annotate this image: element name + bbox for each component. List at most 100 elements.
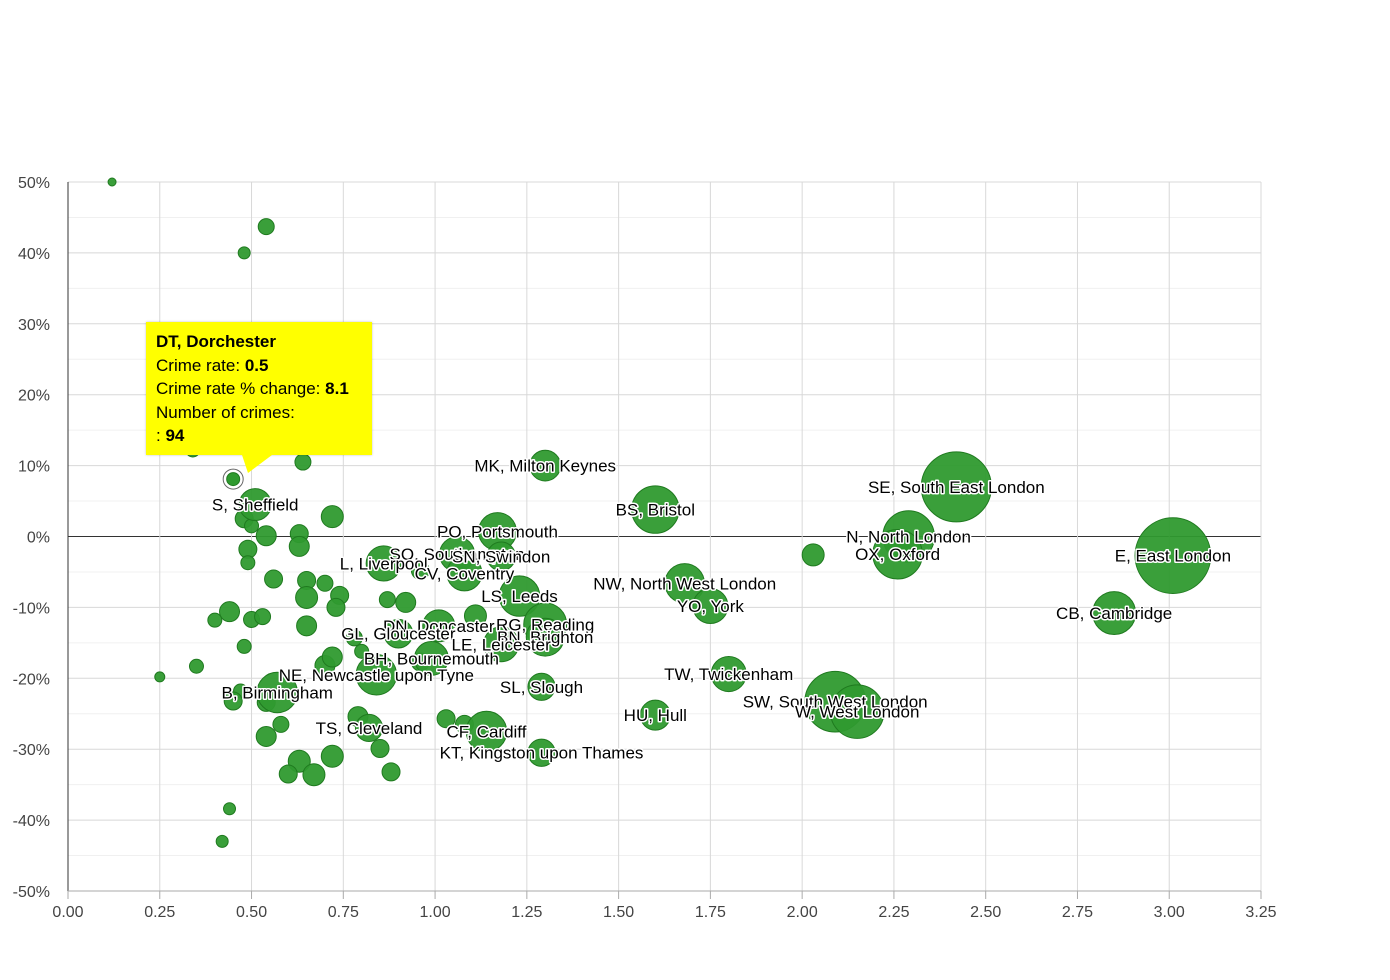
bubble-label: PO, Portsmouth xyxy=(437,523,558,542)
tooltip-rate-value: 0.5 xyxy=(244,355,269,375)
bubble xyxy=(692,587,729,625)
tooltip-dorchester: DT, Dorchester Crime rate: 0.5 Crime rat… xyxy=(146,322,372,473)
bubble xyxy=(355,654,398,696)
bubble xyxy=(107,177,117,187)
y-tick-label: -10% xyxy=(13,600,50,617)
bubble xyxy=(238,488,272,522)
tooltip-title: DT, Dorchester xyxy=(156,332,276,351)
x-tick-label: 1.25 xyxy=(511,904,542,921)
bubble-label: NW, North West London xyxy=(593,574,776,593)
bubble-label: SE, South East London xyxy=(868,478,1045,497)
bubble xyxy=(316,574,334,592)
bubble-label: SL, Slough xyxy=(500,678,583,697)
bubble-label-halo: BS, Bristol xyxy=(616,501,695,520)
bubble-label: N, North London xyxy=(846,528,971,547)
x-tick-label: 1.75 xyxy=(695,904,726,921)
bubble xyxy=(395,591,417,613)
bubble-label: NE, Newcastle upon Tyne xyxy=(279,666,474,685)
bubble-label-halo: DN, Doncaster xyxy=(383,617,495,636)
tooltip-change-label: Crime rate % change: xyxy=(156,379,321,398)
y-tick-label: 50% xyxy=(18,175,50,192)
bubble-label: OX, Oxford xyxy=(855,545,940,564)
bubble-label: W, West London xyxy=(795,703,919,722)
bubble-label-halo: RG, Reading xyxy=(496,615,594,634)
bubble-label-halo: CV, Coventry xyxy=(415,564,515,583)
tooltip-change-value: 8.1 xyxy=(325,379,349,398)
bubble xyxy=(1134,517,1212,595)
bubble xyxy=(829,684,885,739)
bubble-label-halo: SO, Southampton xyxy=(390,545,525,564)
bubble-label-halo: CF, Cardiff xyxy=(446,722,526,741)
bubble xyxy=(154,671,166,683)
bubble-label: TS, Cleveland xyxy=(316,719,423,738)
y-tick-label: 30% xyxy=(18,317,50,334)
bubble-label-halo: OX, Oxford xyxy=(855,545,940,564)
bubble xyxy=(525,617,565,657)
bubble xyxy=(326,597,346,617)
tooltip-rate-label: Crime rate: xyxy=(156,355,241,375)
bubble xyxy=(413,641,449,676)
bubble-label-halo: SW, South West London xyxy=(743,693,928,712)
bubble-label-halo: TW, Twickenham xyxy=(664,665,793,684)
bubble-label: SN, Swindon xyxy=(452,547,550,566)
bubble xyxy=(527,672,556,701)
bubble-label: CB, Cambridge xyxy=(1056,604,1172,623)
bubble xyxy=(302,763,326,787)
bubble xyxy=(294,453,312,471)
bubble-label-halo: SN, Swindon xyxy=(452,547,550,566)
bubble xyxy=(664,563,705,604)
x-tick-label: 2.75 xyxy=(1062,904,1093,921)
x-tick-label: 3.25 xyxy=(1245,904,1276,921)
bubble xyxy=(257,218,275,236)
bubble-label: BN, Brighton xyxy=(497,628,593,647)
y-tick-label: -50% xyxy=(13,884,50,901)
tooltip-count-value: 94 xyxy=(165,426,185,445)
bubble xyxy=(378,591,396,609)
bubble xyxy=(188,658,204,674)
bubble-label: CF, Cardiff xyxy=(446,722,526,741)
bubble-label-halo: BH, Bournemouth xyxy=(364,649,499,668)
bubble xyxy=(272,715,290,733)
bubble xyxy=(321,646,343,668)
y-tick-label: 40% xyxy=(18,246,50,263)
bubble-label: RG, Reading xyxy=(496,615,594,634)
tooltip-change-row: Crime rate % change: 8.1 xyxy=(156,377,362,401)
tooltip-count-label: Number of crimes: xyxy=(156,402,295,422)
bubble xyxy=(223,691,243,711)
bubble-label: SW, South West London xyxy=(743,693,928,712)
bubble xyxy=(710,656,747,693)
bubble xyxy=(237,246,251,260)
bubble xyxy=(920,451,992,523)
bubble xyxy=(1092,591,1137,636)
bubble xyxy=(463,604,487,628)
y-tick-label: 0% xyxy=(27,530,50,547)
tooltip-pointer xyxy=(242,455,272,473)
bubble xyxy=(288,535,310,557)
bubble-label: B, Birmingham xyxy=(221,683,332,702)
axes: 50% 40% 30% 20% 10% 0% -10% -20% -30% -40% -50%0.0… xyxy=(13,175,1277,921)
tooltip-rate-row: Crime rate: 0.5 xyxy=(156,354,362,378)
bubble-label-halo: HU, Hull xyxy=(624,706,687,725)
bubble xyxy=(410,561,430,581)
bubbles xyxy=(107,177,1212,848)
bubble-label: LS, Leeds xyxy=(481,587,558,606)
bubble xyxy=(354,643,370,659)
bubble xyxy=(278,764,298,784)
y-tick-label: -30% xyxy=(13,742,50,759)
bubble xyxy=(354,713,384,743)
x-tick-label: 3.00 xyxy=(1154,904,1185,921)
bubble xyxy=(465,710,508,753)
bubble-label-halo: L, Liverpool xyxy=(340,554,428,573)
bubble-label-halo: KT, Kingston upon Thames xyxy=(440,744,644,763)
bubble xyxy=(483,626,520,663)
bubble-label: DN, Doncaster xyxy=(383,617,495,636)
x-tick-label: 0.25 xyxy=(144,904,175,921)
bubble-label-halo: YO, York xyxy=(677,597,745,616)
bubble-label-halo: BN, Brighton xyxy=(497,628,593,647)
y-tick-label: -40% xyxy=(13,813,50,830)
bubble-label-halo: S, Sheffield xyxy=(212,496,299,515)
tooltip-count-prefix: : xyxy=(156,426,161,445)
bubble-label: E, East London xyxy=(1115,547,1231,566)
bubble-highlighted xyxy=(226,472,241,487)
